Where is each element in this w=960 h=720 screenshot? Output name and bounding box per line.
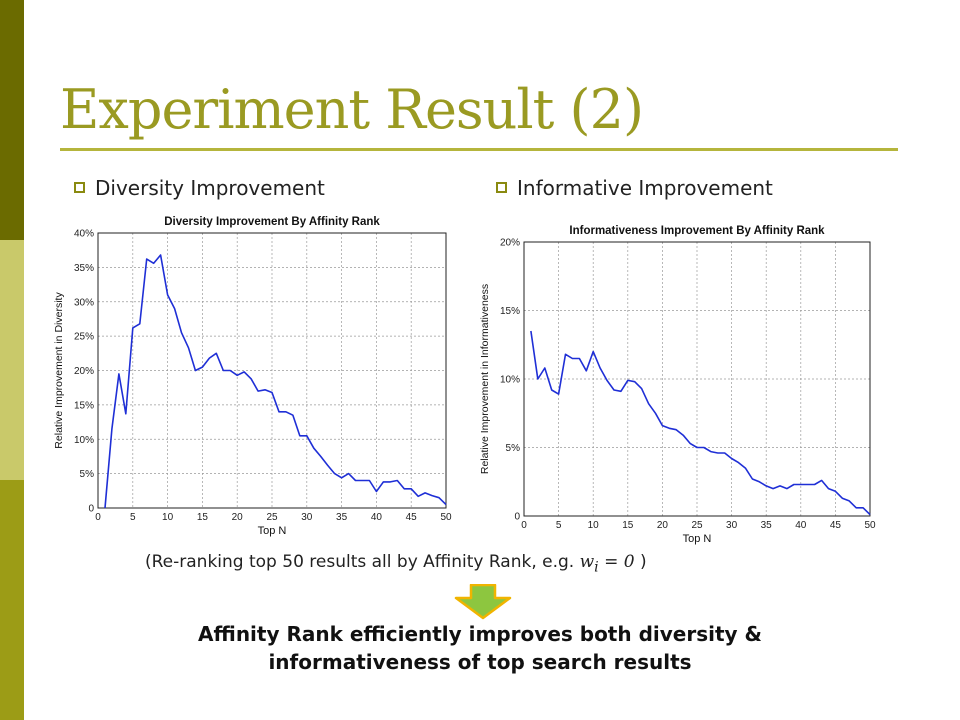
y-tick-label: 10% (500, 375, 520, 386)
square-bullet-icon (496, 182, 507, 193)
bullet-label: Informative Improvement (517, 176, 773, 200)
y-tick-label: 5% (80, 469, 95, 480)
conclusion-text: Affinity Rank efficiently improves both … (100, 620, 860, 676)
side-bar-light (0, 240, 24, 480)
x-tick-label: 10 (162, 512, 174, 523)
x-tick-label: 45 (830, 520, 842, 531)
bullet-label: Diversity Improvement (95, 176, 325, 200)
x-tick-label: 15 (197, 512, 209, 523)
x-tick-label: 20 (657, 520, 669, 531)
conclusion-line: Affinity Rank efficiently improves both … (198, 622, 762, 646)
diversity-chart: 0 5 10 15 20 25 30 35 40 45 50 0 5% 10% 15% 20% 25% 30% 35… (53, 216, 452, 537)
plot-frame (97, 232, 447, 509)
conclusion-line: informativeness of top search results (268, 650, 692, 674)
bullet-informative: Informative Improvement (496, 176, 773, 200)
x-tick-label: 15 (622, 520, 634, 531)
y-tick-label: 10% (74, 435, 94, 446)
x-tick-label: 35 (761, 520, 773, 531)
x-axis-label: Top N (683, 533, 712, 545)
y-tick-label: 20% (74, 366, 94, 377)
side-bar-dark (0, 0, 24, 240)
rerank-note: (Re-ranking top 50 results all by Affini… (145, 552, 647, 575)
x-tick-label: 20 (232, 512, 244, 523)
y-axis-label: Relative Improvement in Diversity (53, 292, 65, 449)
y-axis-label: Relative Improvement in Informativeness (479, 284, 491, 474)
informativeness-chart: 0 5 10 15 20 25 30 35 40 45 50 0 5% 10% 15% 20% Informat… (479, 225, 876, 545)
series-line (530, 330, 871, 516)
y-tick-label: 0 (88, 504, 94, 515)
x-tick-label: 5 (130, 512, 136, 523)
y-tick-label: 15% (500, 306, 520, 317)
x-axis-label: Top N (258, 525, 287, 537)
x-tick-label: 50 (440, 512, 452, 523)
x-tick-label: 0 (521, 520, 527, 531)
x-tick-label: 40 (795, 520, 807, 531)
y-tick-label: 30% (74, 297, 94, 308)
square-bullet-icon (74, 182, 85, 193)
x-tick-label: 30 (726, 520, 738, 531)
y-tick-label: 15% (74, 400, 94, 411)
x-tick-label: 30 (301, 512, 313, 523)
x-tick-label: 0 (95, 512, 101, 523)
weight-formula: wi = 0 (579, 552, 635, 576)
x-tick-label: 45 (406, 512, 418, 523)
y-tick-label: 40% (74, 229, 94, 240)
x-tick-label: 25 (266, 512, 278, 523)
down-arrow-icon (454, 584, 512, 620)
y-tick-label: 20% (500, 238, 520, 249)
bullet-diversity: Diversity Improvement (74, 176, 325, 200)
x-tick-label: 5 (556, 520, 562, 531)
note-suffix: ) (639, 552, 647, 572)
x-tick-label: 35 (336, 512, 348, 523)
x-tick-label: 25 (691, 520, 703, 531)
y-tick-label: 25% (74, 332, 94, 343)
slide-title: Experiment Result (2) (60, 78, 644, 141)
note-prefix: (Re-ranking top 50 results all by Affini… (145, 552, 575, 572)
x-tick-label: 10 (588, 520, 600, 531)
series-line (104, 254, 447, 509)
chart-title: Diversity Improvement By Affinity Rank (164, 216, 380, 228)
y-tick-label: 35% (74, 263, 94, 274)
y-tick-label: 5% (506, 443, 521, 454)
side-bar-olive (0, 480, 24, 720)
chart-title: Informativeness Improvement By Affinity … (569, 225, 825, 237)
x-tick-label: 40 (371, 512, 383, 523)
y-tick-label: 0 (514, 512, 520, 523)
plot-frame (523, 241, 871, 517)
title-rule (60, 148, 898, 151)
x-tick-label: 50 (864, 520, 876, 531)
